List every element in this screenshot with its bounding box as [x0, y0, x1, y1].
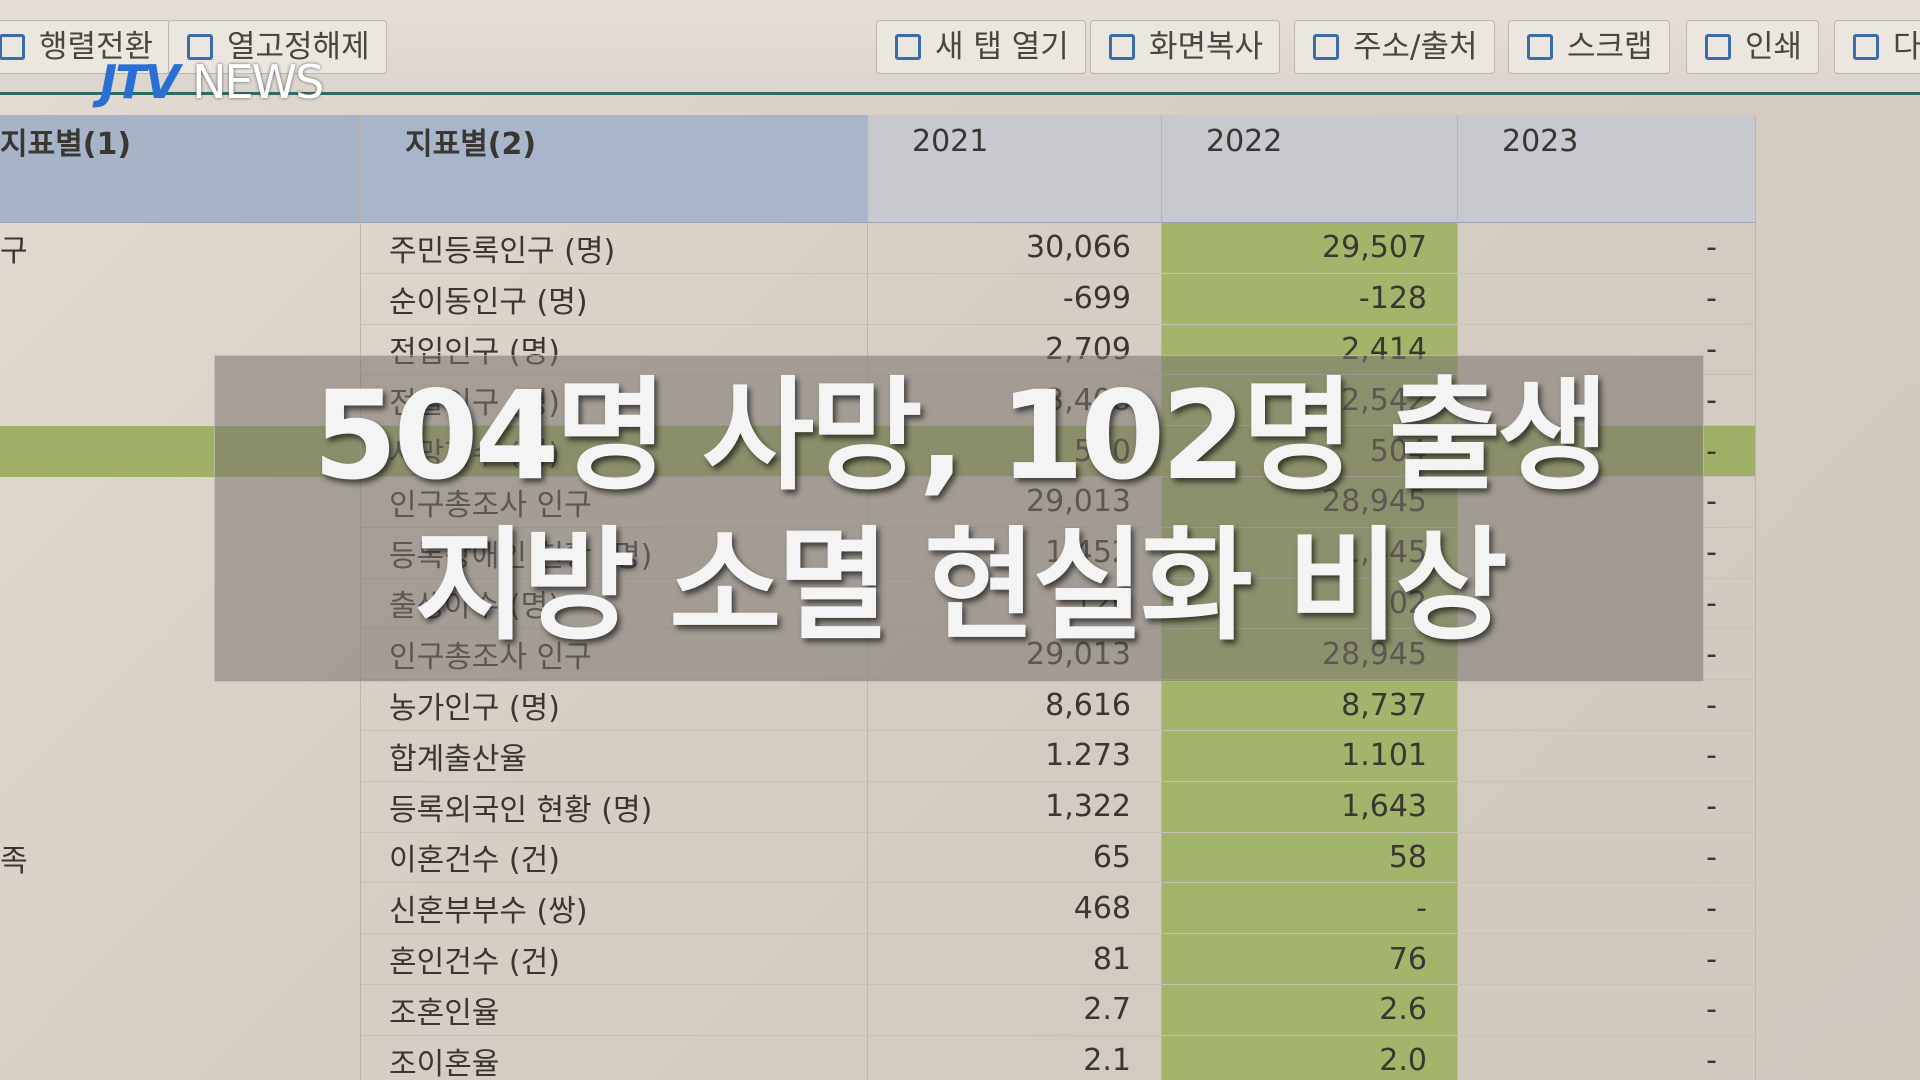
- table-cell: 1.101: [1162, 731, 1458, 782]
- toolbar-button[interactable]: 주소/출처: [1294, 20, 1495, 74]
- table-cell: -: [1458, 731, 1756, 782]
- table-row: 농가인구 (명) 8,616 8,737-: [0, 680, 1756, 731]
- table-cell: [0, 934, 361, 985]
- column-header: 2021: [868, 115, 1162, 167]
- table-cell: 30,066: [868, 223, 1162, 274]
- table-row: 구 주민등록인구 (명) 30,066 29,507-: [0, 223, 1756, 274]
- column-header: 2023: [1458, 115, 1756, 167]
- table-row: 혼인건수 (건) 81 76-: [0, 934, 1756, 985]
- toolbar-button[interactable]: 새 탭 열기: [876, 20, 1086, 74]
- logo: JTV NEWS: [100, 55, 324, 109]
- table-cell: [0, 273, 361, 325]
- table-cell: 1.273: [868, 731, 1162, 782]
- toolbar-button[interactable]: 화면복사: [1090, 20, 1281, 74]
- table-cell: 족: [0, 832, 361, 884]
- toolbar-button[interactable]: 열고정해제: [168, 20, 387, 74]
- table-cell: 합계출산율: [361, 731, 868, 782]
- table-cell: -: [1458, 1035, 1756, 1080]
- table-cell: 2.6: [1162, 985, 1458, 1036]
- table-cell: -: [1458, 832, 1756, 884]
- table-cell: [0, 985, 361, 1036]
- table-cell: [0, 324, 361, 376]
- table-cell: 2.7: [868, 985, 1162, 1036]
- table-cell: [0, 883, 361, 935]
- toolbar-button[interactable]: 행렬전환: [0, 20, 171, 74]
- sort-cell: [868, 167, 1162, 223]
- sort-cell: [1458, 167, 1756, 223]
- caption-line: 지방 소멸 현실화 비상: [414, 515, 1508, 657]
- column-header: 2022: [1162, 115, 1458, 167]
- table-cell: -: [1162, 883, 1458, 935]
- table-cell: 65: [868, 832, 1162, 884]
- table-row: 등록외국인 현황 (명) 1,322 1,643-: [0, 781, 1756, 833]
- header-row: 지표별(1) 지표별(2) 2021 2022 2023: [0, 115, 1756, 167]
- table-cell: -: [1458, 781, 1756, 833]
- toolbar-button[interactable]: 스크랩: [1508, 20, 1670, 74]
- table-cell: -128: [1162, 273, 1458, 325]
- table-row: 순이동인구 (명) -699 -128-: [0, 273, 1756, 325]
- table-cell: [0, 680, 361, 731]
- table-cell: 468: [868, 883, 1162, 935]
- table-cell: 이혼건수 (건): [361, 832, 868, 884]
- table-cell: 주민등록인구 (명): [361, 223, 868, 274]
- table-cell: 농가인구 (명): [361, 680, 868, 731]
- table-cell: -: [1458, 934, 1756, 985]
- sort-cell: [361, 167, 868, 223]
- table-cell: 1,643: [1162, 781, 1458, 833]
- table-row: 족 이혼건수 (건) 65 58-: [0, 832, 1756, 884]
- caption-box: 504명 사망, 102명 출생 지방 소멸 현실화 비상: [214, 355, 1704, 682]
- sort-cell: [1162, 167, 1458, 223]
- table-cell: -: [1458, 223, 1756, 274]
- table-cell: 순이동인구 (명): [361, 273, 868, 325]
- table-cell: -: [1458, 985, 1756, 1036]
- sort-row: [0, 167, 1756, 223]
- table-row: 조이혼율 2.1 2.0-: [0, 1035, 1756, 1080]
- table-row: 조혼인율 2.7 2.6-: [0, 985, 1756, 1036]
- table-cell: 구: [0, 223, 361, 274]
- table-cell: -: [1458, 883, 1756, 935]
- table-cell: 1,322: [868, 781, 1162, 833]
- table-cell: 8,616: [868, 680, 1162, 731]
- table-cell: -: [1458, 273, 1756, 325]
- table-cell: 76: [1162, 934, 1458, 985]
- logo-brand: JTV: [100, 55, 180, 109]
- table-row: 합계출산율 1.273 1.101-: [0, 731, 1756, 782]
- table-cell: 81: [868, 934, 1162, 985]
- table-cell: 조혼인율: [361, 985, 868, 1036]
- sort-cell: [0, 167, 361, 223]
- table-cell: -699: [868, 273, 1162, 325]
- table-cell: 혼인건수 (건): [361, 934, 868, 985]
- table-cell: 8,737: [1162, 680, 1458, 731]
- table-cell: 조이혼율: [361, 1035, 868, 1080]
- toolbar-button[interactable]: 다운로드: [1834, 20, 1920, 74]
- table-cell: 29,507: [1162, 223, 1458, 274]
- table-cell: [0, 781, 361, 833]
- caption-line: 504명 사망, 102명 출생: [312, 365, 1610, 507]
- table-cell: -: [1458, 680, 1756, 731]
- column-header: 지표별(2): [361, 115, 868, 167]
- table-cell: 58: [1162, 832, 1458, 884]
- logo-suffix: NEWS: [192, 55, 324, 109]
- toolbar-button[interactable]: 인쇄: [1686, 20, 1820, 74]
- table-cell: [0, 1035, 361, 1080]
- table-row: 신혼부부수 (쌍) 468- -: [0, 883, 1756, 935]
- table-cell: 신혼부부수 (쌍): [361, 883, 868, 935]
- table-cell: 2.1: [868, 1035, 1162, 1080]
- table-cell: 등록외국인 현황 (명): [361, 781, 868, 833]
- table-cell: [0, 731, 361, 782]
- table-cell: 2.0: [1162, 1035, 1458, 1080]
- column-header: 지표별(1): [0, 115, 361, 167]
